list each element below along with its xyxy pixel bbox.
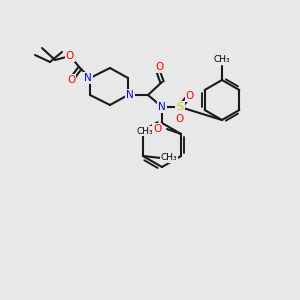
- Text: O: O: [67, 75, 75, 85]
- Text: O: O: [66, 51, 74, 61]
- Text: O: O: [186, 91, 194, 101]
- Text: O: O: [153, 124, 161, 134]
- Text: O: O: [155, 62, 163, 72]
- Text: CH₃: CH₃: [137, 127, 153, 136]
- Text: S: S: [176, 102, 184, 112]
- Text: N: N: [126, 90, 134, 100]
- Text: CH₃: CH₃: [214, 56, 230, 64]
- Text: O: O: [176, 114, 184, 124]
- Text: CH₃: CH₃: [160, 154, 177, 163]
- Text: N: N: [84, 73, 92, 83]
- Text: N: N: [158, 102, 166, 112]
